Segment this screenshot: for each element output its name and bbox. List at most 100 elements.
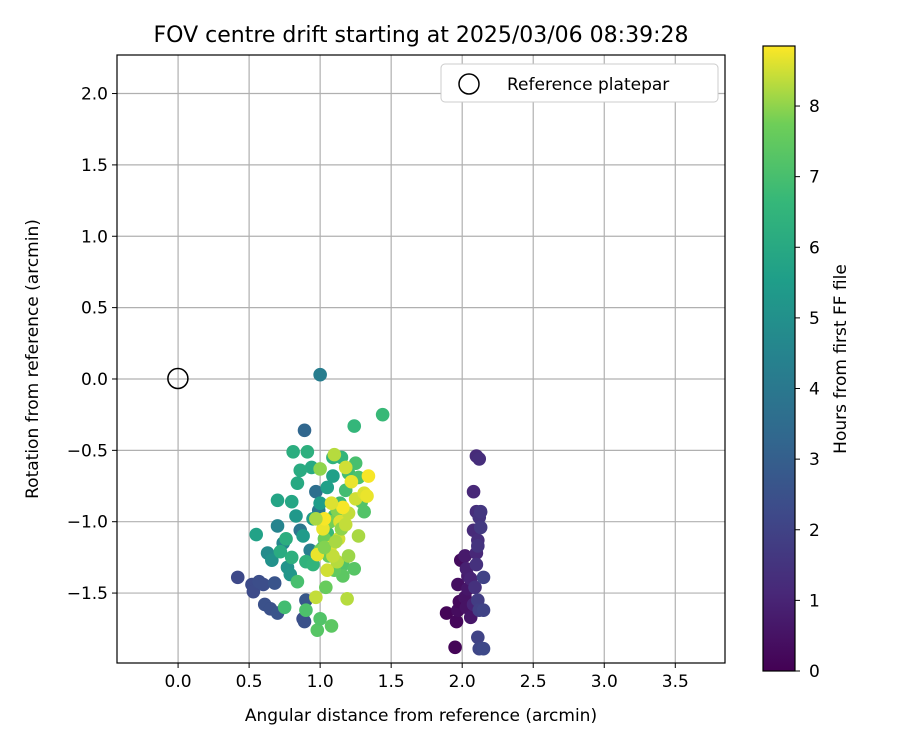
data-point (313, 462, 327, 476)
data-point (471, 630, 485, 645)
data-point (320, 563, 335, 578)
colorbar-tick-label: 0 (809, 662, 820, 682)
data-point (249, 527, 264, 542)
y-tick-label: 1.5 (81, 156, 108, 176)
data-point (336, 500, 350, 515)
data-points (230, 367, 491, 656)
data-point (326, 549, 340, 563)
data-point (319, 580, 333, 595)
data-point (290, 476, 305, 490)
data-point (324, 496, 339, 510)
y-tick-label: −1.0 (67, 513, 108, 533)
data-point (471, 593, 485, 608)
data-point (347, 562, 362, 576)
data-point (476, 641, 491, 656)
data-point (357, 504, 371, 519)
y-axis-label: Rotation from reference (arcmin) (23, 219, 43, 499)
data-point (267, 576, 282, 590)
data-point (265, 553, 279, 568)
data-point (361, 469, 376, 483)
data-point (324, 619, 339, 633)
data-point (375, 407, 390, 422)
data-point (320, 480, 335, 495)
x-tick-label: 3.0 (591, 672, 618, 692)
data-point (341, 549, 356, 563)
data-point (326, 469, 340, 483)
colorbar-tick-label: 5 (809, 309, 820, 329)
data-point (289, 509, 303, 523)
legend-marker-icon (458, 73, 480, 95)
y-tick-label: 0.0 (81, 370, 108, 390)
data-point (273, 544, 288, 559)
x-tick-label: 1.0 (307, 672, 334, 692)
data-point (270, 493, 285, 508)
data-point (476, 603, 491, 617)
y-tick-label: −0.5 (67, 441, 108, 461)
colorbar: 0 1 2 3 4 5 6 7 8 Hours from first FF file (762, 45, 851, 682)
data-point (299, 603, 313, 617)
data-point (230, 570, 245, 585)
data-point (471, 539, 485, 553)
data-point (476, 570, 491, 585)
data-point (473, 520, 488, 535)
y-tick-label: 1.0 (81, 227, 108, 247)
data-point (466, 484, 481, 499)
x-tick-label: 2.5 (520, 672, 547, 692)
data-point (338, 460, 353, 475)
data-point (468, 580, 482, 595)
colorbar-tick-label: 6 (809, 238, 820, 258)
y-tick-label: −1.5 (67, 584, 108, 604)
plot-frame (116, 54, 726, 664)
y-tick-label: 2.0 (81, 85, 108, 105)
data-point (469, 557, 484, 572)
data-point (347, 419, 362, 433)
data-point (256, 577, 271, 592)
data-point (246, 584, 261, 599)
data-point (284, 494, 299, 509)
data-point (317, 540, 332, 555)
data-point (286, 444, 300, 459)
data-point (327, 447, 342, 462)
data-point (338, 517, 353, 532)
colorbar-tick-label: 3 (809, 450, 820, 470)
data-point (439, 606, 454, 620)
data-point (290, 574, 305, 589)
x-tick-label: 3.5 (662, 672, 689, 692)
data-point (313, 367, 327, 382)
data-point (328, 534, 343, 549)
colorbar-gradient (762, 45, 796, 672)
data-point (316, 522, 330, 536)
legend-entry-label: Reference platepar (507, 75, 669, 95)
colorbar-tick-label: 4 (809, 380, 820, 400)
data-point (458, 549, 472, 563)
colorbar-tick-label: 7 (809, 168, 820, 188)
colorbar-tick-label: 8 (809, 97, 820, 117)
data-point (313, 496, 327, 510)
data-point (270, 519, 285, 533)
data-point (351, 529, 366, 543)
data-point (279, 532, 293, 546)
data-point (297, 614, 312, 629)
legend-box (440, 63, 719, 103)
grid (117, 55, 725, 663)
data-point (313, 611, 327, 626)
colorbar-ticks: 0 1 2 3 4 5 6 7 8 (795, 97, 820, 682)
data-point (310, 623, 325, 637)
data-point (448, 640, 462, 655)
data-point (473, 504, 488, 519)
data-point (360, 489, 374, 503)
data-point (277, 600, 292, 615)
x-axis-ticks: 0.0 0.5 1.0 1.5 2.0 2.5 3.0 3.5 (165, 663, 689, 692)
data-point (449, 614, 464, 629)
y-tick-label: 0.5 (81, 299, 108, 319)
colorbar-label: Hours from first FF file (831, 264, 851, 454)
colorbar-tick-label: 2 (809, 521, 820, 541)
data-point (309, 512, 323, 526)
data-point (293, 463, 308, 478)
x-axis-label: Angular distance from reference (arcmin) (245, 706, 597, 726)
chart-title: FOV centre drift starting at 2025/03/06 … (154, 23, 689, 48)
legend: Reference platepar (440, 63, 719, 103)
data-point (296, 529, 310, 543)
data-point (284, 550, 299, 565)
